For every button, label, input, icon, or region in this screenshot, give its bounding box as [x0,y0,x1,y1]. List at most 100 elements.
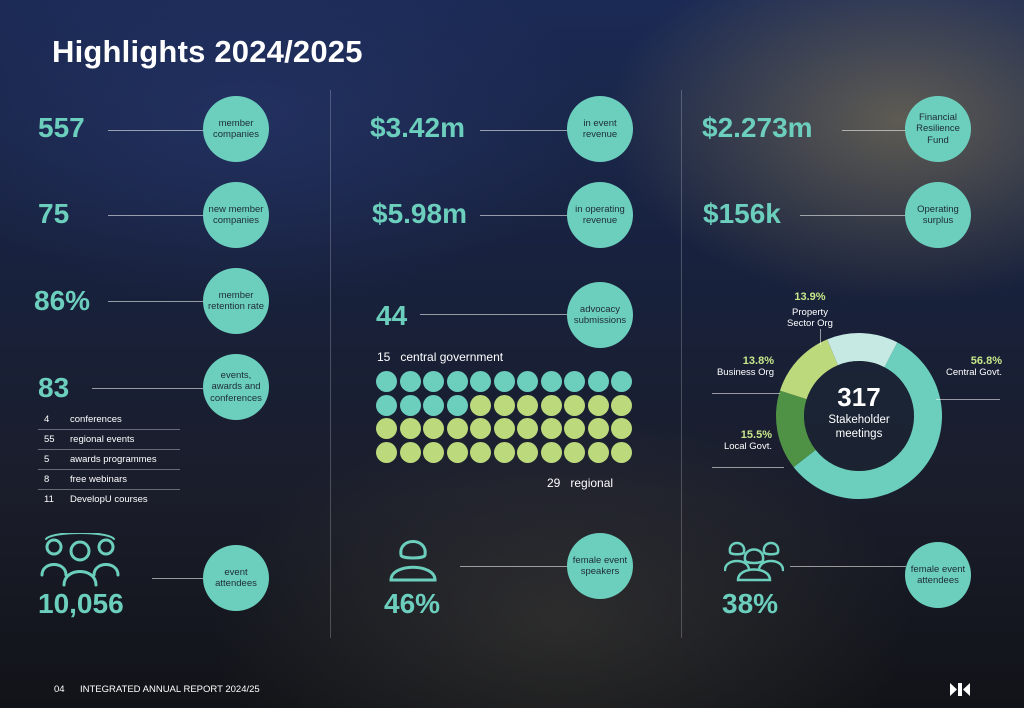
operating-surplus-badge: Operating surplus [905,182,971,248]
new-member-companies-badge: new member companies [203,182,269,248]
connector-line [936,399,1000,400]
advocacy-submissions-badge: advocacy submissions [567,282,633,348]
regional-dot [423,418,444,439]
regional-dot [493,394,515,416]
regional-dot [470,418,491,439]
central-government-dot [470,371,491,392]
event-count: 4 [44,414,50,425]
resilience-fund-value: $2.273m [702,112,813,143]
regional-dot [446,441,468,463]
event-revenue-value: $3.42m [370,112,465,143]
donut-slice-local-govt [776,390,816,468]
connector-line [820,329,821,345]
slice-name: Local Govt. [723,441,772,452]
slice-pct: 15.5% [740,429,772,441]
resilience-fund-badge: Financial Resilience Fund [905,96,971,162]
member-companies-value: 557 [38,112,85,143]
member-retention-badge: member retention rate [203,268,269,334]
badge-label: member retention rate [208,289,264,313]
regional-dot [540,394,562,416]
regional-dot [611,394,632,416]
regional-dot [540,441,562,463]
advocacy-submissions-value: 44 [376,300,408,331]
event-revenue-badge: in event revenue [567,96,633,162]
donut-center: 317 Stakeholder meetings [809,383,909,441]
operating-revenue-value: $5.98m [372,198,467,229]
regional-dot [470,394,491,416]
donut-slice-business-org [779,339,838,400]
slice-pct: 56.8% [970,355,1002,367]
stakeholder-meetings-label: Stakeholder meetings [828,414,890,440]
event-count: 5 [44,454,50,465]
list-item: 4 conferences [38,410,180,430]
connector-line [108,215,204,216]
event-type: regional events [70,434,135,445]
badge-label: Operating surplus [917,203,959,227]
event-count: 8 [44,474,50,485]
event-attendees-value: 10,056 [38,588,124,619]
central-government-dot [587,371,609,392]
stakeholder-donut-chart [776,333,942,499]
event-type: conferences [70,414,122,425]
female-group-icon [724,541,784,582]
regional-dot [540,418,562,439]
stakeholder-meetings-value: 317 [837,382,881,412]
regional-text: regional [570,476,614,490]
central-government-dot [493,371,515,392]
regional-dot [517,418,538,439]
badge-label: female event speakers [572,554,628,578]
list-item: 55 regional events [38,430,180,450]
regional-dot [399,441,421,463]
central-government-dot [446,371,468,392]
connector-line [108,301,204,302]
badge-label: in operating revenue [575,203,625,227]
slice-label-central: 56.8% Central Govt. [930,355,1002,379]
event-count: 11 [44,494,54,505]
slice-pct: 13.8% [742,355,774,367]
regional-dot [587,441,609,463]
member-retention-value: 86% [34,285,91,316]
regional-dot [399,418,421,439]
central-text: central government [400,350,504,364]
central-government-dot [399,371,421,392]
member-companies-badge: member companies [203,96,269,162]
regional-dot [470,441,491,463]
regional-dot [611,441,632,463]
event-type: free webinars [70,474,128,485]
central-government-dot [376,371,397,392]
central-government-dot [564,371,585,392]
regional-dot [376,418,397,439]
central-government-dot [399,394,421,416]
female-person-icon [389,540,437,582]
connector-line [842,130,906,131]
connector-line [800,215,906,216]
central-government-dot [517,371,538,392]
brand-logo-icon [950,683,970,696]
regional-dot [611,418,632,439]
list-item: 8 free webinars [38,470,180,490]
regional-dot [587,418,609,439]
regional-dot [493,418,515,439]
central-government-dot [611,371,632,392]
regional-dot [564,441,585,463]
regional-dot [376,441,397,463]
regional-dot [587,394,609,416]
central-count: 15 [377,350,391,364]
central-government-dot [376,394,397,416]
slice-label-property: 13.9% Property Sector Org [760,292,860,330]
slice-name: Central Govt. [946,367,1002,378]
connector-line [480,130,568,131]
connector-line [420,314,568,315]
list-item: 5 awards programmes [38,450,180,470]
regional-dot [564,418,585,439]
connector-line [152,578,204,579]
central-government-dot [423,371,444,392]
connector-line [460,566,568,567]
list-item: 11 DevelopU courses [38,490,180,509]
regional-dot [517,441,538,463]
connector-line [108,130,204,131]
badge-label: member companies [213,117,259,141]
slice-name: Business Org [716,367,774,378]
regional-count: 29 [547,476,561,490]
event-count: 55 [44,434,55,445]
